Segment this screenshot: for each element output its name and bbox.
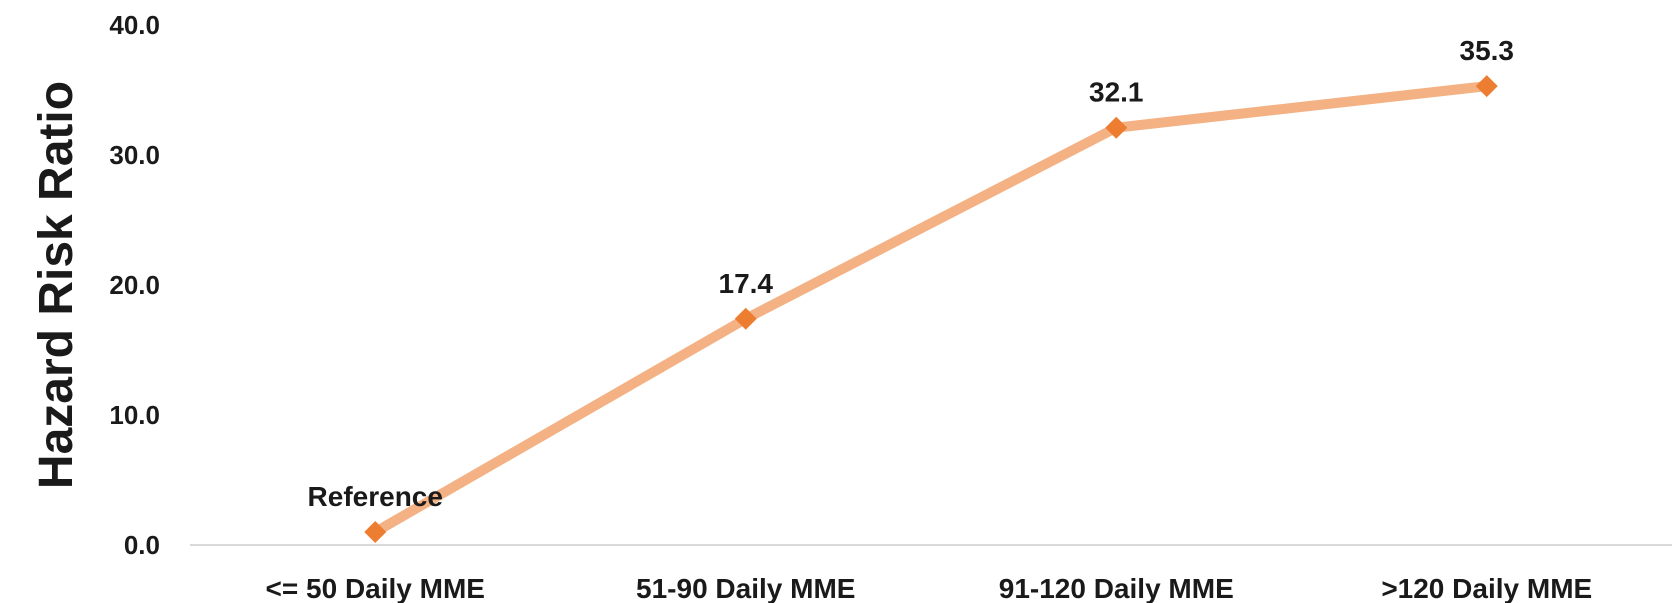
data-label: Reference bbox=[308, 481, 443, 512]
x-category-label: >120 Daily MME bbox=[1381, 573, 1592, 603]
data-label: 17.4 bbox=[719, 268, 774, 299]
y-axis-title: Hazard Risk Ratio bbox=[30, 81, 83, 489]
series-line bbox=[370, 81, 1492, 537]
y-tick-label: 40.0 bbox=[109, 10, 160, 40]
x-category-label: 51-90 Daily MME bbox=[636, 573, 855, 603]
data-point-marker bbox=[1475, 75, 1498, 98]
data-labels: Reference 17.4 32.1 35.3 bbox=[308, 35, 1514, 512]
data-label: 35.3 bbox=[1460, 35, 1515, 66]
y-tick-label: 0.0 bbox=[124, 530, 160, 560]
y-tick-labels: 0.0 10.0 20.0 30.0 40.0 bbox=[109, 10, 160, 560]
y-tick-label: 20.0 bbox=[109, 270, 160, 300]
series-markers bbox=[364, 75, 1498, 543]
data-point-marker bbox=[1105, 116, 1128, 139]
y-tick-label: 10.0 bbox=[109, 400, 160, 430]
x-category-label: <= 50 Daily MME bbox=[266, 573, 485, 603]
y-tick-label: 30.0 bbox=[109, 140, 160, 170]
series-line-path bbox=[370, 81, 1492, 537]
data-point-marker bbox=[364, 521, 387, 543]
x-category-label: 91-120 Daily MME bbox=[999, 573, 1234, 603]
data-label: 32.1 bbox=[1089, 77, 1144, 108]
data-point-marker bbox=[734, 307, 757, 330]
category-labels: <= 50 Daily MME 51-90 Daily MME 91-120 Dai… bbox=[266, 573, 1593, 603]
